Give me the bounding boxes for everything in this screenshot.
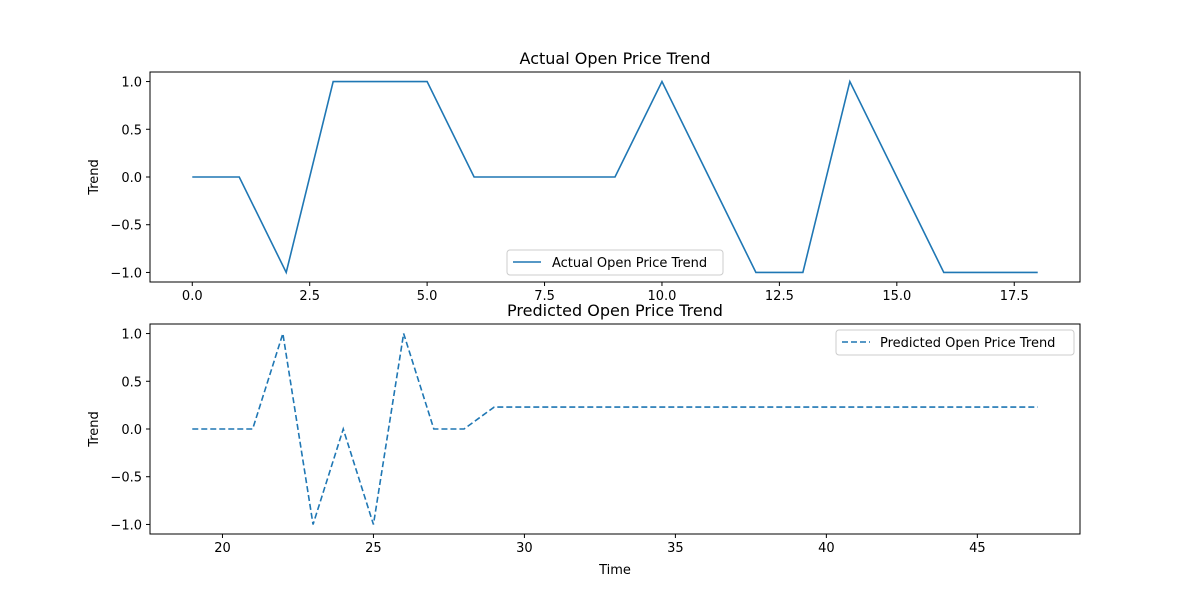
- actual-x-tick-label: 7.5: [534, 289, 555, 304]
- predicted-data-point: [554, 406, 556, 408]
- predicted-data-point: [705, 406, 707, 408]
- actual-x-tick-label: 0.0: [182, 289, 203, 304]
- actual-data-point: [285, 272, 287, 274]
- predicted-x-tick-label: 30: [516, 541, 533, 556]
- predicted-data-point: [886, 406, 888, 408]
- predicted-data-point: [946, 406, 948, 408]
- actual-data-point: [614, 176, 616, 178]
- actual-data-point: [473, 176, 475, 178]
- actual-trend-subplot: Actual Open Price Trend Trend 0.0 2.5 5.0 7…: [87, 49, 1081, 304]
- predicted-data-point: [826, 406, 828, 408]
- predicted-y-tick-label: 0.0: [121, 423, 142, 438]
- predicted-data-point: [191, 428, 193, 430]
- actual-data-point: [943, 272, 945, 274]
- predicted-y-tick-label: 0.5: [121, 375, 142, 390]
- predicted-data-point: [403, 333, 405, 335]
- actual-data-point: [520, 176, 522, 178]
- actual-data-point: [990, 272, 992, 274]
- predicted-data-point: [282, 333, 284, 335]
- actual-y-tick-label: 0.5: [121, 123, 142, 138]
- predicted-data-point: [614, 406, 616, 408]
- actual-legend-label: Actual Open Price Trend: [552, 256, 707, 271]
- predicted-x-tick-label: 25: [365, 541, 382, 556]
- actual-data-point: [332, 81, 334, 83]
- actual-data-point: [849, 81, 851, 83]
- actual-ticks-layer: 0.0 2.5 5.0 7.5 10.0 12.5 15.0 17.5 1.0 0.5 0.0 −0.…: [110, 76, 1028, 304]
- predicted-data-point: [373, 524, 375, 526]
- actual-legend-box: [506, 249, 724, 276]
- predicted-data-point: [735, 406, 737, 408]
- actual-x-tick-label: 10.0: [647, 289, 676, 304]
- actual-series-line: [192, 79, 1038, 275]
- actual-x-tick-label: 12.5: [765, 289, 794, 304]
- predicted-data-point: [524, 406, 526, 408]
- predicted-data-point: [977, 406, 979, 408]
- actual-x-tick-label: 5.0: [417, 289, 438, 304]
- predicted-data-point: [222, 428, 224, 430]
- predicted-legend-box: [835, 329, 1075, 356]
- predicted-legend-label: Predicted Open Price Trend: [880, 336, 1055, 351]
- actual-y-tick-label: −0.5: [110, 219, 142, 234]
- predicted-y-axis-title: Trend: [87, 411, 102, 448]
- predicted-data-point: [856, 406, 858, 408]
- actual-y-tick-label: −1.0: [110, 266, 142, 281]
- predicted-data-point: [1037, 406, 1039, 408]
- predicted-data-point: [584, 406, 586, 408]
- predicted-data-point: [312, 524, 314, 526]
- predicted-legend: Predicted Open Price Trend: [835, 329, 1075, 356]
- predicted-y-tick-label: −0.5: [110, 471, 142, 486]
- predicted-data-point: [675, 406, 677, 408]
- actual-data-point: [191, 176, 193, 178]
- actual-x-tick-label: 15.0: [882, 289, 911, 304]
- actual-x-tick-label: 17.5: [1000, 289, 1029, 304]
- actual-y-tick-label: 0.0: [121, 171, 142, 186]
- predicted-data-point: [433, 428, 435, 430]
- predicted-trend-subplot: Predicted Open Price Trend Trend Time 20…: [87, 301, 1081, 578]
- actual-data-point: [708, 176, 710, 178]
- actual-axes-frame: [149, 71, 1081, 283]
- predicted-data-point: [252, 428, 254, 430]
- actual-data-point: [379, 81, 381, 83]
- predicted-data-point: [916, 406, 918, 408]
- predicted-x-tick-label: 45: [969, 541, 986, 556]
- actual-data-point: [755, 272, 757, 274]
- predicted-data-point: [463, 428, 465, 430]
- predicted-y-tick-label: 1.0: [121, 328, 142, 343]
- predicted-ticks-layer: 20 25 30 35 40 45 1.0 0.5 0.0 −0.5 −1.0: [110, 328, 985, 556]
- predicted-data-point: [493, 406, 495, 408]
- actual-y-axis-title: Trend: [87, 159, 102, 196]
- predicted-data-point: [765, 406, 767, 408]
- actual-data-point: [1037, 272, 1039, 274]
- actual-legend: Actual Open Price Trend: [506, 249, 724, 276]
- predicted-chart-title: Predicted Open Price Trend: [507, 301, 723, 320]
- predicted-data-point: [1007, 406, 1009, 408]
- predicted-x-tick-label: 20: [214, 541, 231, 556]
- predicted-x-tick-label: 40: [818, 541, 835, 556]
- predicted-x-tick-label: 35: [667, 541, 684, 556]
- actual-x-tick-label: 2.5: [299, 289, 320, 304]
- predicted-x-axis-title: Time: [598, 563, 631, 578]
- actual-y-tick-label: 1.0: [121, 76, 142, 91]
- predicted-y-tick-label: −1.0: [110, 518, 142, 533]
- actual-data-point: [661, 81, 663, 83]
- actual-chart-title: Actual Open Price Trend: [520, 49, 711, 68]
- predicted-data-point: [342, 428, 344, 430]
- predicted-axes-frame: [149, 323, 1081, 535]
- actual-series-layer: [191, 79, 1039, 275]
- predicted-data-point: [795, 406, 797, 408]
- actual-data-point: [567, 176, 569, 178]
- actual-data-point: [426, 81, 428, 83]
- predicted-data-point: [644, 406, 646, 408]
- predicted-series-layer: [191, 333, 1039, 526]
- actual-data-point: [896, 176, 898, 178]
- predicted-series-line: [192, 333, 1038, 525]
- actual-data-point: [802, 272, 804, 274]
- actual-data-point: [238, 176, 240, 178]
